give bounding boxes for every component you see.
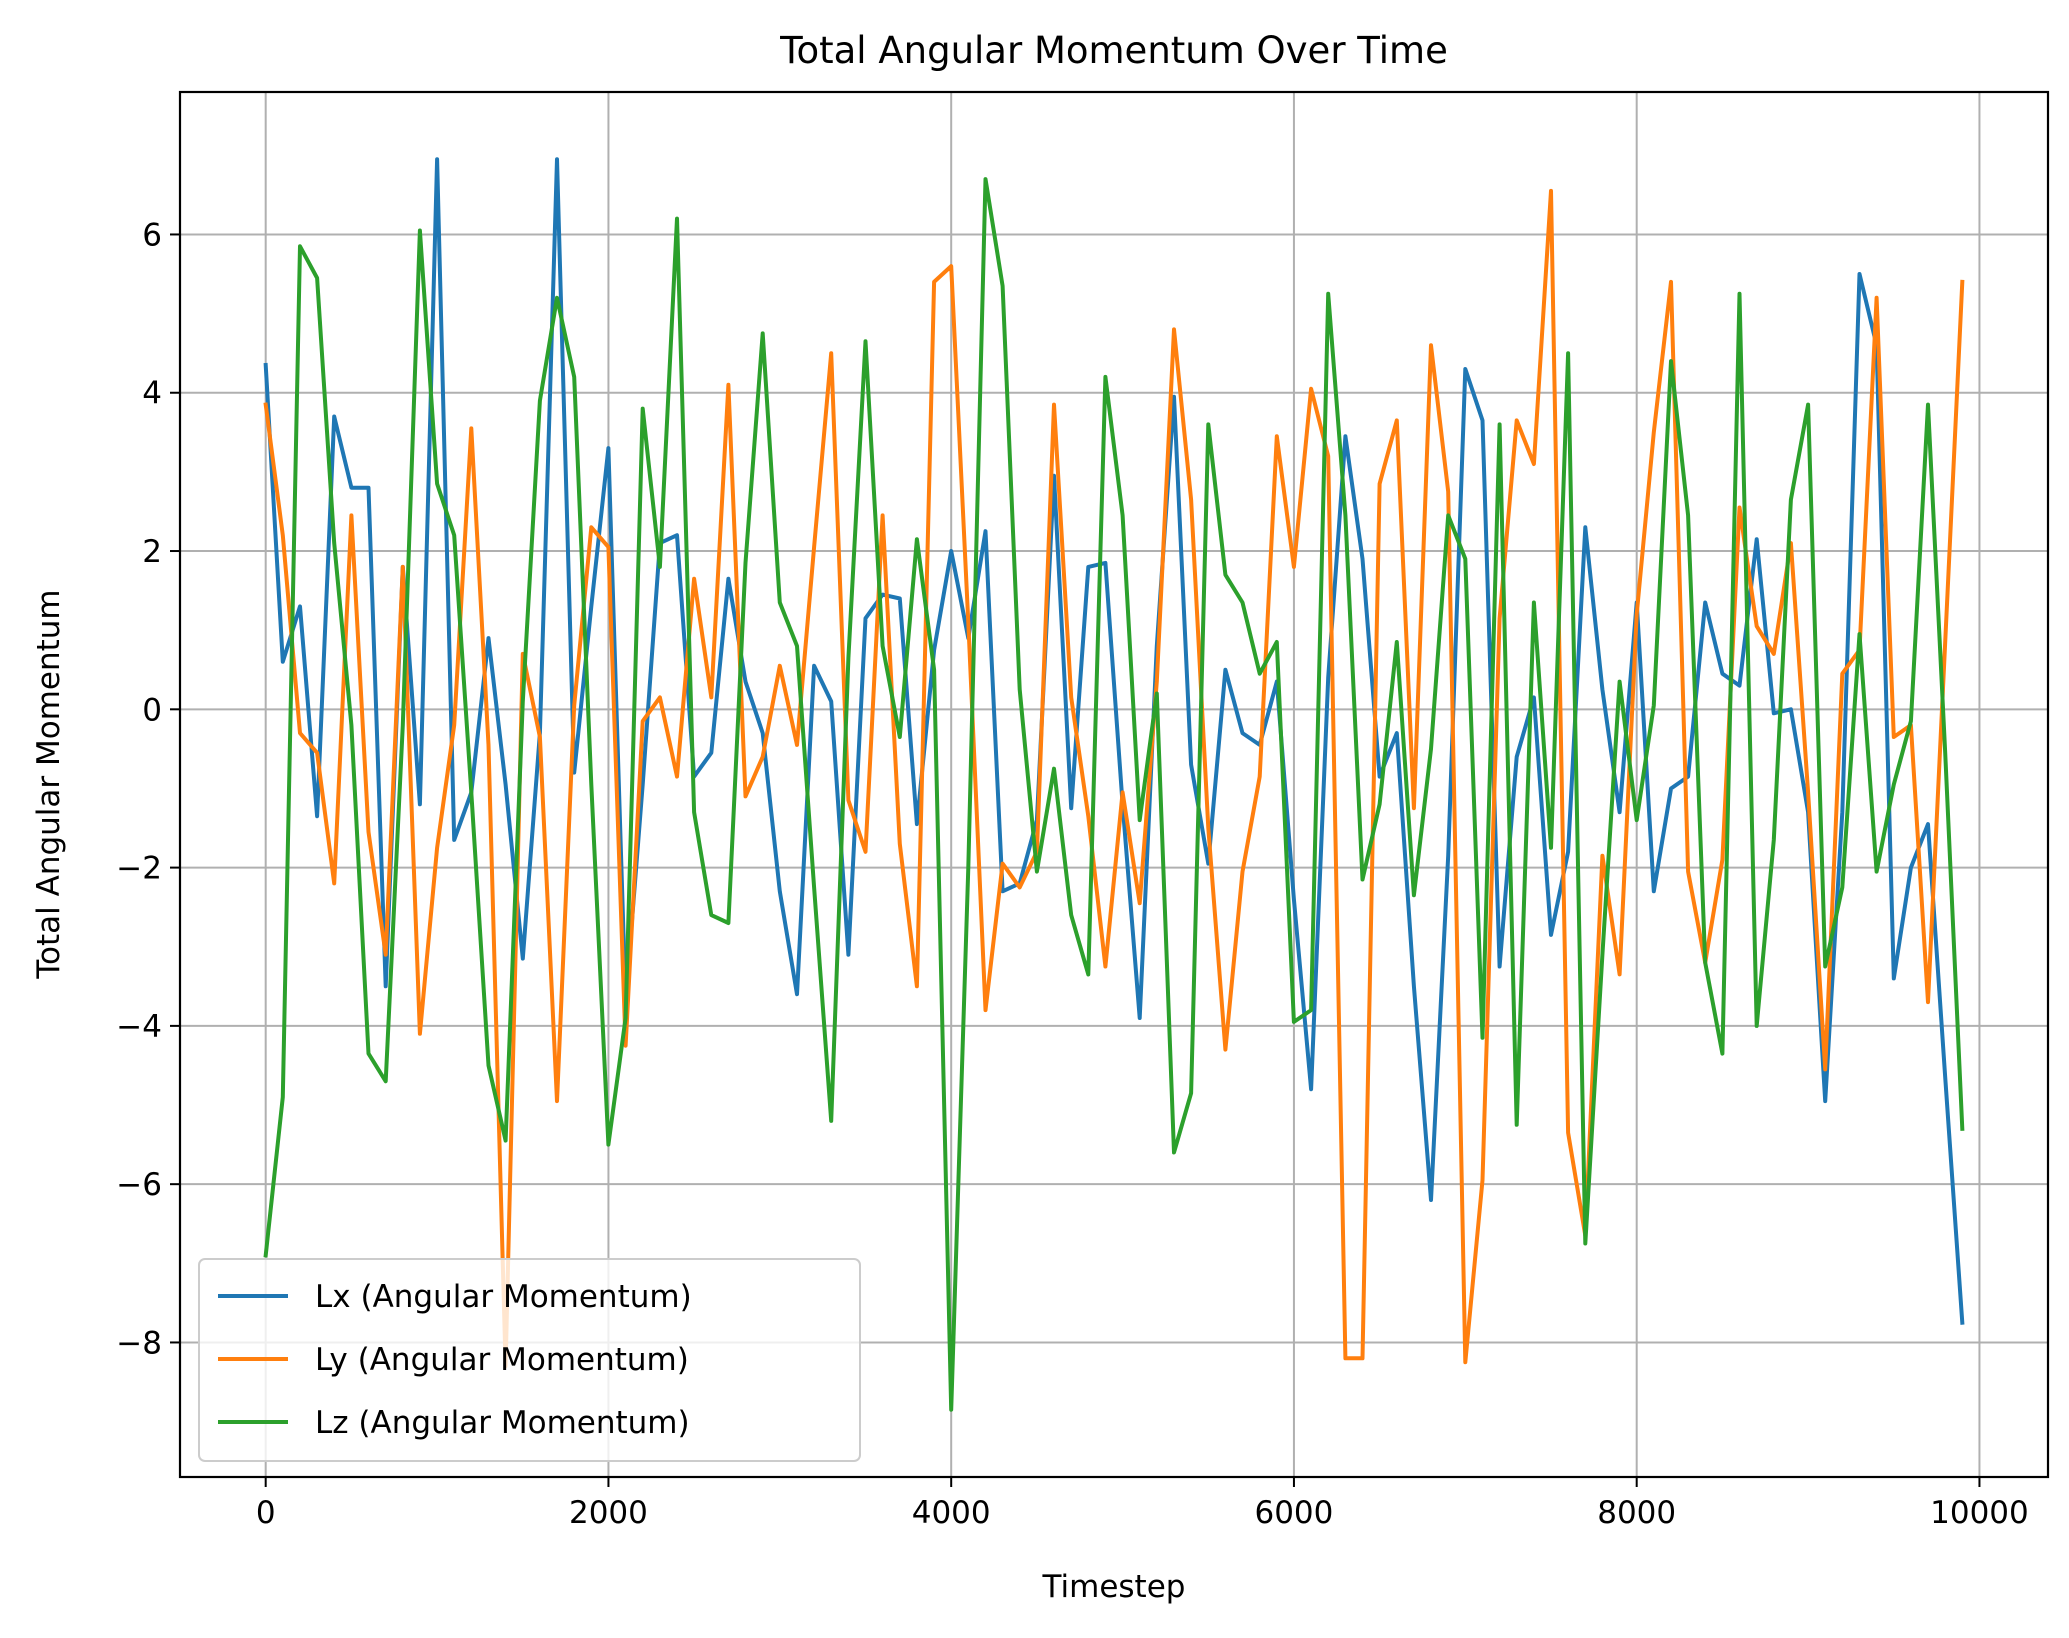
x-tick-label: 2000 [569, 1495, 648, 1531]
y-axis-label: Total Angular Momentum [31, 589, 67, 979]
y-tick-label: −2 [116, 851, 162, 887]
x-tick-label: 4000 [912, 1495, 991, 1531]
legend-label-ly: Ly (Angular Momentum) [315, 1342, 689, 1378]
legend-label-lz: Lz (Angular Momentum) [315, 1405, 690, 1441]
series-line-lx [263, 157, 1965, 1325]
legend-label-lx: Lx (Angular Momentum) [315, 1279, 692, 1315]
y-tick-label: 4 [142, 376, 162, 412]
x-tick-label: 0 [256, 1495, 276, 1531]
y-tick-label: 6 [142, 217, 162, 253]
x-tick-label: 6000 [1254, 1495, 1333, 1531]
y-tick-label: 2 [142, 534, 162, 570]
series-line-ly [263, 188, 1965, 1369]
y-tick-label: −4 [116, 1009, 162, 1045]
x-axis-label: Timestep [1042, 1569, 1186, 1605]
x-axis-ticks: 0 2000 4000 6000 8000 10000 [256, 1477, 2029, 1531]
legend-box [198, 1258, 861, 1462]
legend: Lx (Angular Momentum) Ly (Angular Momentu… [198, 1258, 861, 1462]
x-tick-label: 10000 [1930, 1495, 2029, 1531]
series-lines [263, 157, 1965, 1412]
series-line-lz [263, 177, 1965, 1412]
y-tick-label: 0 [142, 692, 162, 728]
y-tick-label: −6 [116, 1167, 162, 1203]
x-tick-label: 8000 [1597, 1495, 1676, 1531]
chart-title: Total Angular Momentum Over Time [779, 29, 1448, 72]
plot-frame [178, 90, 2050, 1479]
y-axis-ticks: −8 −6 −4 −2 0 2 4 6 [116, 217, 180, 1361]
y-tick-label: −8 [116, 1325, 162, 1361]
